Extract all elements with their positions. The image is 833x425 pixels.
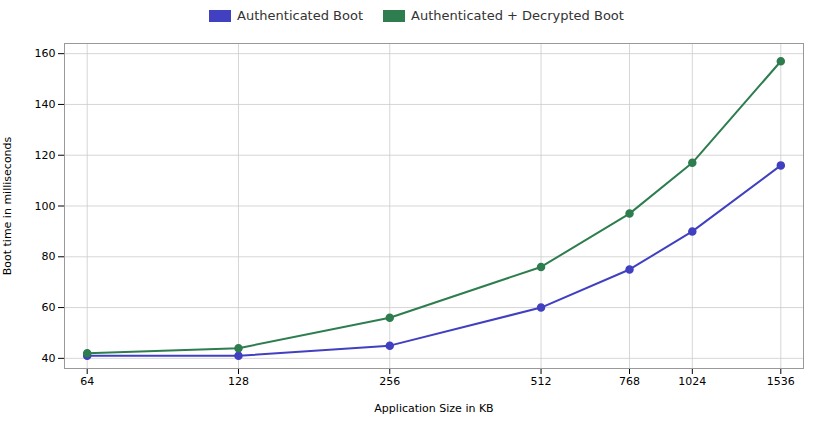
svg-text:1536: 1536 [767, 375, 795, 388]
svg-text:256: 256 [379, 375, 400, 388]
html-text:Authenticated Boot: Authenticated Boot [237, 8, 363, 23]
svg-text:1024: 1024 [678, 375, 706, 388]
svg-text:Boot time in milliseconds: Boot time in milliseconds [1, 136, 14, 275]
svg-text:120: 120 [35, 149, 56, 162]
svg-text:100: 100 [35, 200, 56, 213]
svg-text:128: 128 [228, 375, 249, 388]
svg-text:80: 80 [42, 250, 56, 263]
svg-text:40: 40 [42, 352, 56, 365]
html-text:Authenticated + Decrypted Boot: Authenticated + Decrypted Boot [411, 8, 624, 23]
svg-text:64: 64 [80, 375, 94, 388]
svg-text:60: 60 [42, 301, 56, 314]
svg-text:140: 140 [35, 98, 56, 111]
svg-text:512: 512 [531, 375, 552, 388]
svg-text:160: 160 [35, 47, 56, 60]
svg-text:768: 768 [619, 375, 640, 388]
svg-text:Application Size in KB: Application Size in KB [374, 402, 493, 415]
